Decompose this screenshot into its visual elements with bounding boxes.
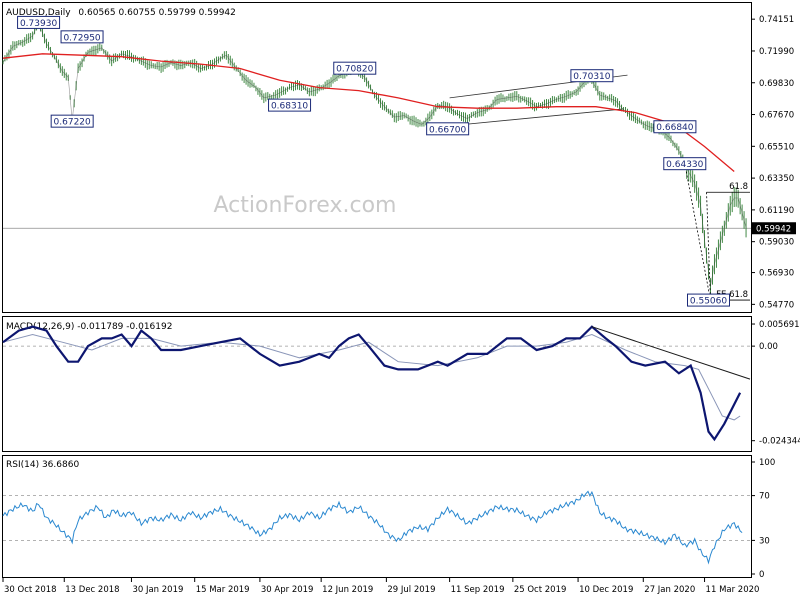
price-label-text: 0.66700 xyxy=(429,125,466,135)
macd-tick-label: 0.00 xyxy=(759,342,778,352)
current-price-label: 0.59942 xyxy=(756,225,791,235)
macd-tick-label: -0.024344 xyxy=(759,437,800,447)
price-label-text: 0.70310 xyxy=(573,72,610,82)
price-tick-label: 0.59030 xyxy=(759,238,794,248)
price-tick-label: 0.71990 xyxy=(759,47,794,57)
date-axis: 30 Oct 2018 13 Dec 2018 30 Jan 2019 15 Mar … xyxy=(2,578,760,595)
moving-average-line xyxy=(2,53,735,172)
channel-lower-line xyxy=(449,108,624,127)
price-tick-label: 0.74151 xyxy=(759,15,794,25)
macd-series-layer xyxy=(2,325,751,442)
price-label-box xyxy=(653,120,697,134)
macd-line xyxy=(2,325,742,442)
close-line xyxy=(2,22,747,287)
price-tick-label: 0.61190 xyxy=(759,206,794,216)
macd-axis: 0.005691 0.00 -0.024344 xyxy=(3,320,800,447)
price-label-box xyxy=(333,61,377,75)
price-tick-label: 0.69830 xyxy=(759,79,794,89)
price-label-text: 0.64330 xyxy=(666,160,703,170)
date-tick-label: 15 Mar 2019 xyxy=(196,585,250,595)
price-label-box xyxy=(17,15,61,29)
price-label-box xyxy=(663,157,707,171)
macd-title: MACD(12,26,9) -0.011789 -0.016192 xyxy=(6,322,172,332)
date-tick-label: 30 Apr 2019 xyxy=(261,585,314,595)
rsi-title: RSI(14) 36.6860 xyxy=(6,460,79,470)
chart-header: AUDUSD,Daily 0.60565 0.60755 0.59799 0.5… xyxy=(6,8,236,18)
current-price-box xyxy=(752,222,796,235)
price-tick-label: 0.65510 xyxy=(759,142,794,152)
price-label-text: 0.70820 xyxy=(336,65,373,75)
rsi-tick-label: 0 xyxy=(759,570,764,580)
macd-trendline xyxy=(591,326,751,380)
rsi-tick-label: 100 xyxy=(759,458,775,468)
price-label-text: 0.55060 xyxy=(690,297,727,307)
header-symbol: AUDUSD,Daily xyxy=(6,8,71,18)
price-label-box xyxy=(60,30,104,44)
price-label-text: 0.68310 xyxy=(271,102,308,112)
price-label-text: 0.67220 xyxy=(54,118,91,128)
price-annotations-layer: 61.8 FE 61.8 0.73930 0.72950 0.67220 0.70820 0… xyxy=(17,15,750,307)
header-ohlc: 0.60565 0.60755 0.59799 0.59942 xyxy=(78,8,235,18)
date-tick-label: 30 Oct 2018 xyxy=(4,585,57,595)
price-tick-label: 0.54770 xyxy=(759,300,794,310)
watermark: ActionForex.com xyxy=(214,193,397,218)
fib-level-label: 61.8 xyxy=(729,182,748,192)
price-tick-label: 0.67670 xyxy=(759,111,794,121)
price-series-layer xyxy=(2,20,747,301)
price-panel-frame xyxy=(2,2,752,313)
price-axis: 0.74151 0.71990 0.69830 0.67670 0.65510 0.633… xyxy=(3,15,796,310)
rsi-tick-label: 70 xyxy=(759,492,770,502)
fib-dashed-guide xyxy=(706,192,711,301)
price-label-text: 0.66840 xyxy=(656,123,693,133)
date-tick-label: 25 Oct 2019 xyxy=(514,585,567,595)
price-tick-label: 0.63350 xyxy=(759,174,794,184)
date-tick-label: 11 Mar 2020 xyxy=(706,585,760,595)
price-label-text: 0.73930 xyxy=(20,19,57,29)
price-label-box xyxy=(268,98,312,112)
date-tick-label: 30 Jan 2019 xyxy=(132,585,183,595)
date-tick-label: 11 Sep 2019 xyxy=(451,585,505,595)
rsi-series-layer xyxy=(2,490,743,565)
date-tick-label: 12 Jun 2019 xyxy=(322,585,373,595)
price-label-box xyxy=(687,293,730,307)
price-tick-label: 0.56930 xyxy=(759,269,794,279)
price-label-box xyxy=(50,114,94,128)
macd-signal-line xyxy=(2,333,741,421)
rsi-panel-frame xyxy=(2,455,752,578)
date-tick-label: 10 Dec 2019 xyxy=(579,585,633,595)
date-tick-label: 13 Dec 2018 xyxy=(65,585,119,595)
macd-tick-label: 0.005691 xyxy=(759,320,800,330)
price-label-text: 0.72950 xyxy=(63,33,100,43)
price-label-box xyxy=(570,69,614,83)
price-label-box xyxy=(426,122,470,136)
macd-panel-frame xyxy=(2,316,752,452)
rsi-tick-label: 30 xyxy=(759,536,770,546)
date-tick-label: 27 Jan 2020 xyxy=(644,585,695,595)
rsi-axis: 100 70 30 0 xyxy=(3,458,775,580)
rsi-line xyxy=(2,490,743,565)
fib-level-label: FE 61.8 xyxy=(716,290,748,300)
fib-dashed-guide xyxy=(684,163,711,301)
date-tick-label: 29 Jul 2019 xyxy=(387,585,435,595)
